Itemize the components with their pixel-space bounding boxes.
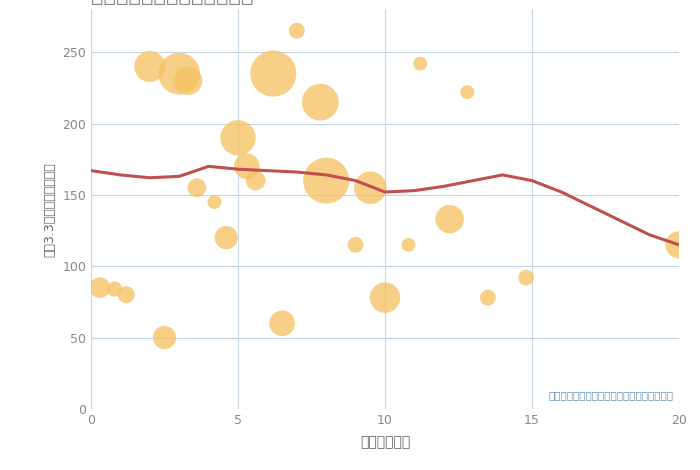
- Point: [174, 70, 185, 78]
- Point: [321, 177, 332, 184]
- Point: [120, 291, 132, 298]
- Point: [144, 63, 155, 70]
- Point: [267, 70, 279, 78]
- Point: [379, 294, 391, 301]
- Point: [220, 234, 232, 242]
- Text: 円の大きさは、取引のあった物件面積を示す: 円の大きさは、取引のあった物件面積を示す: [548, 391, 673, 400]
- Point: [444, 215, 455, 223]
- Point: [159, 334, 170, 341]
- Point: [403, 241, 414, 249]
- Point: [291, 27, 302, 35]
- Point: [250, 177, 261, 184]
- Point: [209, 198, 220, 206]
- Point: [109, 285, 120, 293]
- Point: [521, 274, 532, 282]
- Point: [191, 184, 202, 191]
- X-axis label: 駅距離（分）: 駅距離（分）: [360, 435, 410, 449]
- Point: [315, 98, 326, 106]
- Point: [276, 320, 288, 327]
- Point: [673, 241, 685, 249]
- Point: [232, 134, 244, 141]
- Point: [462, 88, 473, 96]
- Point: [183, 77, 194, 85]
- Point: [94, 284, 106, 291]
- Point: [365, 184, 376, 191]
- Point: [414, 60, 426, 67]
- Point: [241, 163, 253, 170]
- Point: [350, 241, 361, 249]
- Point: [482, 294, 493, 301]
- Y-axis label: 坪（3.3㎡）単価（万円）: 坪（3.3㎡）単価（万円）: [43, 162, 57, 257]
- Text: 愛知県名古屋市中村区若宮町の
駅距離別中古マンション価格: 愛知県名古屋市中村区若宮町の 駅距離別中古マンション価格: [91, 0, 266, 5]
